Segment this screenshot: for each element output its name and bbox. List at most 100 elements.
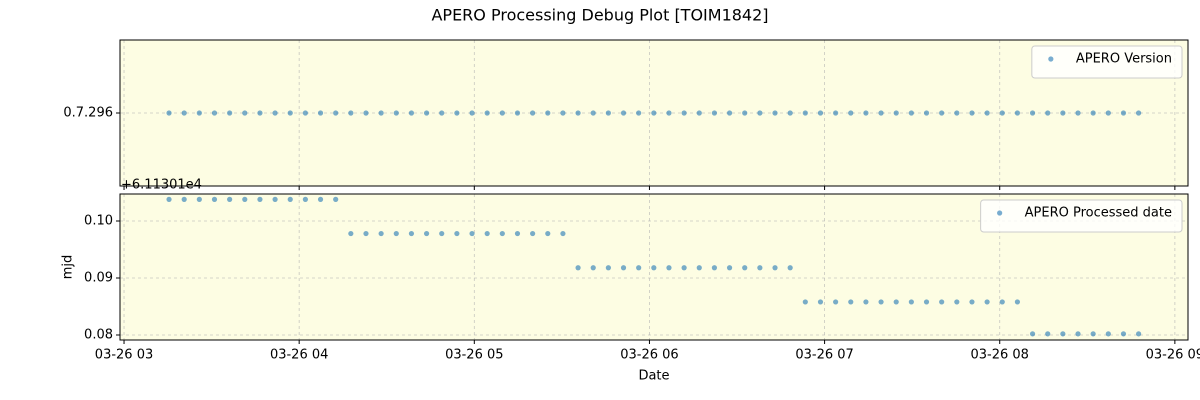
data-point — [257, 110, 263, 116]
data-point — [969, 110, 975, 116]
data-point — [908, 299, 914, 305]
legend-marker — [997, 210, 1003, 216]
x-tick-label: 03-26 03 — [95, 348, 153, 363]
x-tick-label: 03-26 04 — [270, 348, 328, 363]
data-point — [196, 110, 202, 116]
data-point — [469, 110, 475, 116]
data-point — [181, 110, 187, 116]
data-point — [666, 110, 672, 116]
data-point — [575, 265, 581, 271]
data-point — [499, 110, 505, 116]
data-point — [817, 110, 824, 116]
data-point — [545, 110, 551, 116]
data-point — [408, 110, 415, 116]
x-axis-label: Date — [638, 369, 669, 384]
data-point — [227, 110, 233, 116]
data-point — [393, 110, 399, 116]
data-point — [439, 230, 445, 237]
data-point — [1060, 110, 1066, 116]
data-point — [984, 299, 990, 305]
data-point — [787, 110, 793, 116]
data-point — [378, 110, 384, 116]
data-point — [772, 110, 778, 116]
data-point — [757, 265, 763, 271]
data-point — [348, 110, 354, 116]
legend-label: APERO Processed date — [1025, 206, 1172, 221]
data-point — [1075, 110, 1081, 116]
data-point — [272, 110, 278, 116]
data-point — [726, 110, 733, 116]
data-point — [848, 110, 854, 116]
y-tick-label: 0.7.296 — [63, 106, 113, 121]
data-point — [984, 110, 990, 116]
data-point — [923, 299, 930, 305]
data-point — [378, 230, 384, 237]
data-point — [1136, 110, 1142, 116]
data-point — [590, 265, 596, 271]
x-tick-label: 03-26 08 — [970, 348, 1028, 363]
data-point — [1075, 331, 1081, 337]
data-point — [802, 110, 808, 116]
data-point — [863, 299, 869, 305]
data-point — [1014, 299, 1021, 305]
data-point — [893, 110, 899, 116]
legend: APERO Version — [1031, 45, 1183, 79]
data-point — [893, 299, 899, 305]
data-point — [211, 196, 218, 202]
data-point — [605, 110, 611, 116]
data-point — [772, 265, 778, 271]
data-point — [1120, 331, 1127, 337]
data-point — [651, 265, 657, 271]
data-point — [681, 265, 687, 271]
data-point — [423, 110, 430, 116]
data-point — [711, 110, 718, 116]
legend-box — [1031, 45, 1183, 79]
data-point — [333, 196, 339, 202]
x-tick-label: 03-26 09 — [1146, 348, 1200, 363]
data-point — [408, 230, 415, 237]
data-point — [999, 110, 1005, 116]
data-point — [484, 110, 490, 116]
data-point — [696, 265, 702, 271]
data-point — [514, 230, 521, 237]
data-point — [317, 110, 324, 116]
data-point — [227, 196, 233, 202]
data-point — [423, 230, 430, 237]
data-point — [651, 110, 657, 116]
offset-label: +6.11301e4 — [121, 178, 202, 193]
data-point — [802, 299, 808, 305]
data-point — [681, 110, 687, 116]
data-point — [1045, 331, 1051, 337]
data-point — [742, 265, 748, 271]
data-point — [696, 110, 702, 116]
data-point — [590, 110, 596, 116]
data-point — [1090, 110, 1096, 116]
data-point — [939, 299, 945, 305]
data-point — [1014, 110, 1021, 116]
data-point — [1090, 331, 1096, 337]
data-point — [530, 110, 536, 116]
data-point — [287, 196, 293, 202]
data-point — [620, 265, 627, 271]
data-point — [833, 110, 839, 116]
data-point — [1105, 110, 1111, 116]
data-point — [393, 230, 399, 237]
data-point — [726, 265, 733, 271]
x-tick-label: 03-26 07 — [795, 348, 853, 363]
figure-title: APERO Processing Debug Plot [TOIM1842] — [431, 6, 768, 25]
data-point — [287, 110, 293, 116]
data-point — [620, 110, 627, 116]
axes-frame — [119, 193, 1189, 341]
data-point — [939, 110, 945, 116]
data-point — [211, 110, 218, 116]
data-point — [469, 230, 475, 237]
data-point — [333, 110, 339, 116]
data-point — [636, 265, 642, 271]
data-point — [499, 230, 505, 237]
legend-label: APERO Version — [1076, 52, 1172, 67]
data-point — [575, 110, 581, 116]
data-point — [605, 265, 611, 271]
data-point — [484, 230, 490, 237]
data-point — [317, 196, 324, 202]
